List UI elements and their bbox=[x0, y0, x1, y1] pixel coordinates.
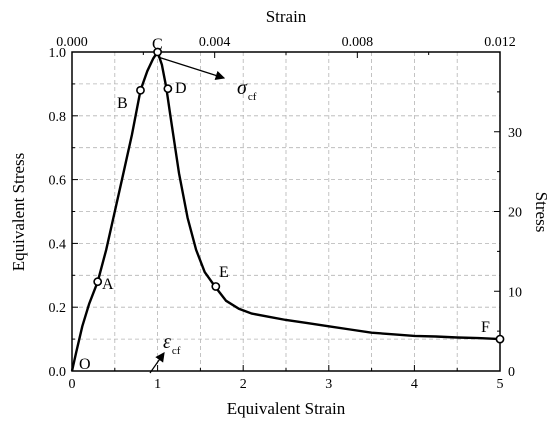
right-tick-label: 20 bbox=[508, 206, 522, 221]
point-label-b: B bbox=[117, 95, 128, 112]
point-marker-c bbox=[153, 47, 162, 57]
sigma-arrow bbox=[157, 56, 226, 81]
top-tick-label: 0.012 bbox=[484, 35, 516, 50]
x-tick-label: 1 bbox=[154, 377, 161, 392]
epsilon-arrow bbox=[149, 352, 165, 374]
x-axis-top: 0.000 0.004 0.008 0.012 bbox=[56, 35, 516, 58]
x-tick-label: 3 bbox=[325, 377, 332, 392]
point-markers bbox=[93, 47, 505, 344]
point-marker-e bbox=[211, 282, 221, 291]
y-axis-right-label: Stress bbox=[532, 192, 550, 233]
sigma-subscript: cf bbox=[248, 91, 257, 103]
x-tick-label: 5 bbox=[497, 377, 504, 392]
point-label-a: A bbox=[102, 276, 114, 293]
series-line bbox=[70, 49, 501, 372]
x-axis-top-label: Strain bbox=[266, 7, 307, 26]
x-tick-label: 4 bbox=[411, 377, 418, 392]
x-axis-bottom: 0 1 2 3 4 5 bbox=[69, 365, 504, 392]
right-tick-label: 10 bbox=[508, 285, 522, 300]
right-tick-label: 0 bbox=[508, 365, 515, 380]
y-axis-right: 0 10 20 30 bbox=[494, 91, 522, 380]
point-label-e: E bbox=[219, 264, 229, 281]
grid-lines bbox=[72, 52, 500, 371]
y-tick-label: 0.6 bbox=[49, 174, 67, 189]
top-tick-label: 0.008 bbox=[342, 35, 374, 50]
top-tick-label: 0.000 bbox=[56, 35, 88, 50]
epsilon-symbol: ε bbox=[163, 331, 171, 353]
point-marker-a bbox=[93, 277, 103, 287]
y-tick-label: 0.0 bbox=[49, 365, 67, 380]
x-axis-label: Equivalent Strain bbox=[227, 399, 346, 418]
point-label-c: C bbox=[152, 36, 163, 53]
top-tick-label: 0.004 bbox=[199, 35, 231, 50]
point-marker-f bbox=[495, 334, 505, 344]
y-tick-label: 0.2 bbox=[49, 301, 67, 316]
sigma-symbol: σ bbox=[237, 77, 248, 99]
x-tick-label: 0 bbox=[69, 377, 76, 392]
y-axis-label: Equivalent Stress bbox=[9, 153, 28, 272]
x-tick-label: 2 bbox=[240, 377, 247, 392]
epsilon-annotation: εcf bbox=[163, 331, 181, 357]
y-tick-label: 1.0 bbox=[49, 46, 67, 61]
y-axis-left: 0.0 0.2 0.4 0.6 0.8 1.0 bbox=[49, 46, 78, 380]
point-marker-d bbox=[163, 84, 173, 94]
point-label-d: D bbox=[175, 80, 187, 97]
sigma-annotation: σcf bbox=[237, 77, 257, 103]
point-label-f: F bbox=[481, 319, 490, 336]
y-tick-label: 0.4 bbox=[49, 237, 67, 252]
right-tick-label: 30 bbox=[508, 126, 522, 141]
point-label-o: O bbox=[79, 356, 91, 373]
y-tick-label: 0.8 bbox=[49, 110, 67, 125]
point-marker-b bbox=[136, 85, 145, 95]
epsilon-subscript: cf bbox=[172, 345, 181, 357]
